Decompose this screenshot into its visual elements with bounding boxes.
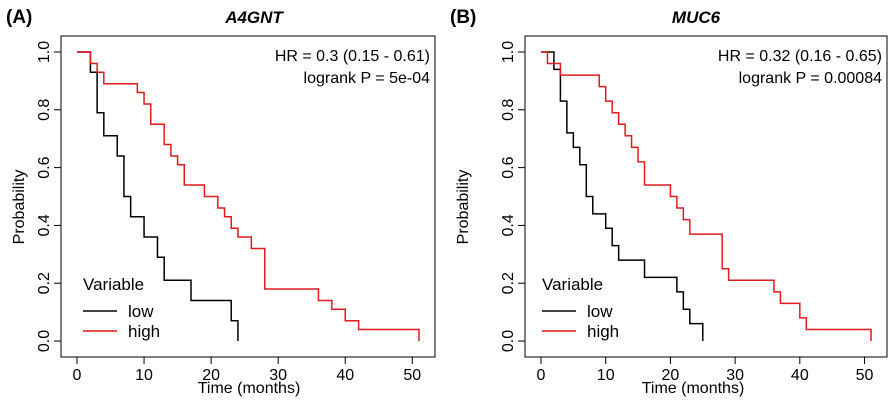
x-tick-label: 40 xyxy=(791,367,809,384)
y-tick-label: 0.6 xyxy=(500,156,517,178)
km-curve-low xyxy=(77,51,239,341)
y-tick-label: 0.4 xyxy=(36,214,53,236)
x-tick-label: 0 xyxy=(73,367,82,384)
km-plot-a: (A) A4GNT 0 10 20 30 40 500.00.20.40.60.81.0 … xyxy=(6,7,436,397)
x-axis-label: Time (months) xyxy=(198,380,301,397)
y-tick-label: 0.0 xyxy=(36,330,53,352)
legend-label-high: high xyxy=(128,322,160,341)
chart-title: MUC6 xyxy=(672,8,721,27)
chart-title: A4GNT xyxy=(224,8,284,27)
panel-a: (A) A4GNT 0 10 20 30 40 50 0.0 0.2 0.4 0.6 0.8 1.0 … xyxy=(6,7,436,397)
y-axis-label: Probability xyxy=(455,170,472,245)
y-tick-label: 1.0 xyxy=(36,41,53,63)
y-tick-label: 1.0 xyxy=(500,41,517,63)
y-tick-label: 0.2 xyxy=(36,272,53,294)
km-curve-high xyxy=(541,51,872,341)
y-tick-label: 0.0 xyxy=(500,330,517,352)
plot-frame xyxy=(60,35,436,358)
x-tick-label: 0 xyxy=(537,367,546,384)
logrank-annotation: logrank P = 0.00084 xyxy=(739,70,882,87)
x-axis-label: Time (months) xyxy=(642,380,745,397)
km-plot-b: (B) MUC6 0 10 20 30 40 50 0.0 0.2 0.4 0.6 0.8 1.0 H… xyxy=(450,7,888,397)
x-tick-label: 30 xyxy=(726,367,744,384)
legend-title: Variable xyxy=(542,275,603,294)
y-tick-label: 0.6 xyxy=(36,156,53,178)
km-curve-low xyxy=(541,51,704,341)
panel-label: (B) xyxy=(450,7,476,28)
hr-annotation: HR = 0.32 (0.16 - 0.65) xyxy=(718,48,882,65)
plot-frame xyxy=(524,35,888,358)
x-tick-label: 50 xyxy=(403,367,421,384)
y-tick-label: 0.8 xyxy=(36,99,53,121)
panel-label: (A) xyxy=(6,7,32,28)
km-curve-high xyxy=(77,51,420,341)
panel-b: (B) MUC6 0 10 20 30 40 50 0.0 0.2 0.4 0.6 0.8 1.0 H… xyxy=(444,0,888,403)
legend-label-low: low xyxy=(128,302,154,321)
x-tick-label: 10 xyxy=(597,367,615,384)
y-tick-label: 0.2 xyxy=(500,272,517,294)
x-tick-label: 20 xyxy=(202,367,220,384)
legend-title: Variable xyxy=(83,275,144,294)
x-tick-label: 20 xyxy=(662,367,680,384)
x-tick-label: 50 xyxy=(856,367,874,384)
y-tick-label: 0.8 xyxy=(500,99,517,121)
x-tick-label: 10 xyxy=(135,367,153,384)
x-tick-label: 40 xyxy=(336,367,354,384)
hr-annotation: HR = 0.3 (0.15 - 0.61) xyxy=(275,48,430,65)
legend-label-high: high xyxy=(587,322,619,341)
y-axis-label: Probability xyxy=(11,170,28,245)
legend-label-low: low xyxy=(587,302,613,321)
x-tick-label: 30 xyxy=(269,367,287,384)
logrank-annotation: logrank P = 5e-04 xyxy=(304,70,431,87)
y-tick-label: 0.4 xyxy=(500,214,517,236)
